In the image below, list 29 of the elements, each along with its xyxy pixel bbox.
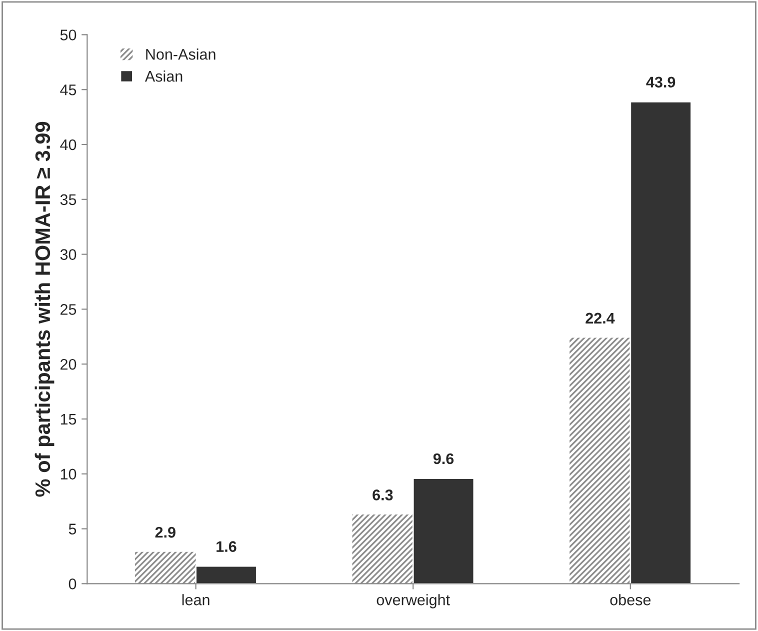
x-tick-label: obese xyxy=(610,594,651,606)
data-label: 6.3 xyxy=(372,490,393,500)
x-tick-label: lean xyxy=(182,594,210,606)
bar xyxy=(630,100,692,584)
legend-label: Asian xyxy=(144,70,182,82)
bar xyxy=(134,552,196,584)
y-tick-label: 10 xyxy=(60,468,76,480)
y-axis-title: % of participants with HOMA-IR ≥ 3.99 xyxy=(34,122,54,497)
bar xyxy=(195,565,258,584)
bar xyxy=(412,478,475,584)
y-tick-label: 0 xyxy=(68,578,76,590)
data-label: 43.9 xyxy=(646,76,676,88)
data-label: 22.4 xyxy=(586,312,615,324)
y-tick-label: 25 xyxy=(60,304,76,315)
y-tick-label: 50 xyxy=(60,30,76,40)
y-tick-label: 45 xyxy=(60,84,76,96)
y-tick-label: 40 xyxy=(60,139,76,150)
data-label: 2.9 xyxy=(155,526,176,538)
data-label: 1.6 xyxy=(216,541,236,552)
x-tick-label: overweight xyxy=(376,594,450,608)
y-tick-label: 30 xyxy=(60,249,76,260)
y-tick-label: 20 xyxy=(60,358,76,370)
legend-label: Non-Asian xyxy=(146,48,216,60)
data-label: 9.6 xyxy=(433,453,454,464)
y-tick-label: 15 xyxy=(60,414,76,425)
bar xyxy=(570,338,630,584)
y-tick-label: 5 xyxy=(68,524,76,534)
bar xyxy=(352,514,414,584)
y-tick-label: 35 xyxy=(60,194,76,206)
